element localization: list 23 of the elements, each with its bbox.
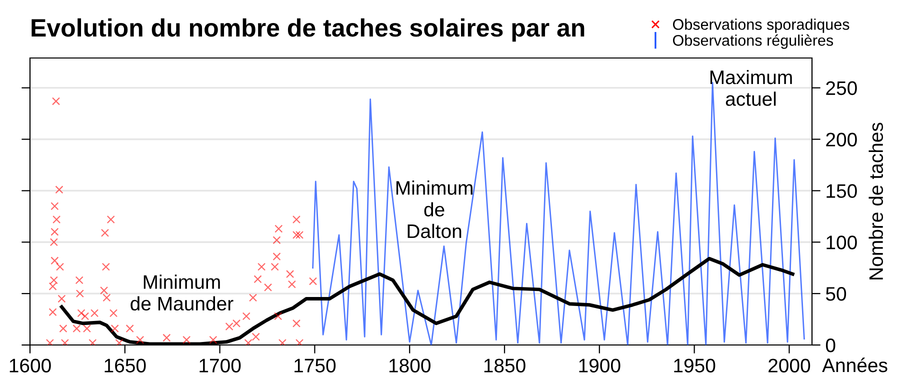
annotation: Minimum de Dalton	[396, 180, 472, 238]
x-tick-label: 1950	[674, 358, 716, 372]
y-axis-title: Nombre de taches	[868, 122, 884, 280]
x-tick-label: 1850	[484, 358, 526, 372]
y-tick-label: 200	[826, 132, 857, 146]
annotation: Minimum de Maunder	[130, 274, 234, 311]
legend-label: Observations régulières	[672, 34, 834, 49]
annotation: Maximum actuel	[710, 70, 792, 106]
x-axis-title: Années	[822, 358, 888, 372]
y-tick-label: 0	[826, 338, 836, 352]
x-tick-label: 1700	[200, 358, 241, 372]
y-tick-label: 50	[826, 287, 846, 301]
legend-label: Observations sporadiques	[672, 18, 850, 33]
y-tick-label: 100	[826, 236, 857, 250]
x-tick-label: 1650	[104, 358, 146, 372]
chart-title: Evolution du nombre de taches solaires par an	[32, 18, 584, 42]
x-tick-label: 1800	[389, 358, 430, 372]
y-tick-label: 250	[826, 81, 857, 96]
x-tick-label: 1600	[10, 358, 51, 372]
y-tick-label: 150	[826, 184, 857, 198]
x-tick-label: 1750	[294, 358, 336, 372]
x-tick-label: 2000	[768, 358, 810, 372]
x-tick-label: 1900	[579, 358, 620, 372]
